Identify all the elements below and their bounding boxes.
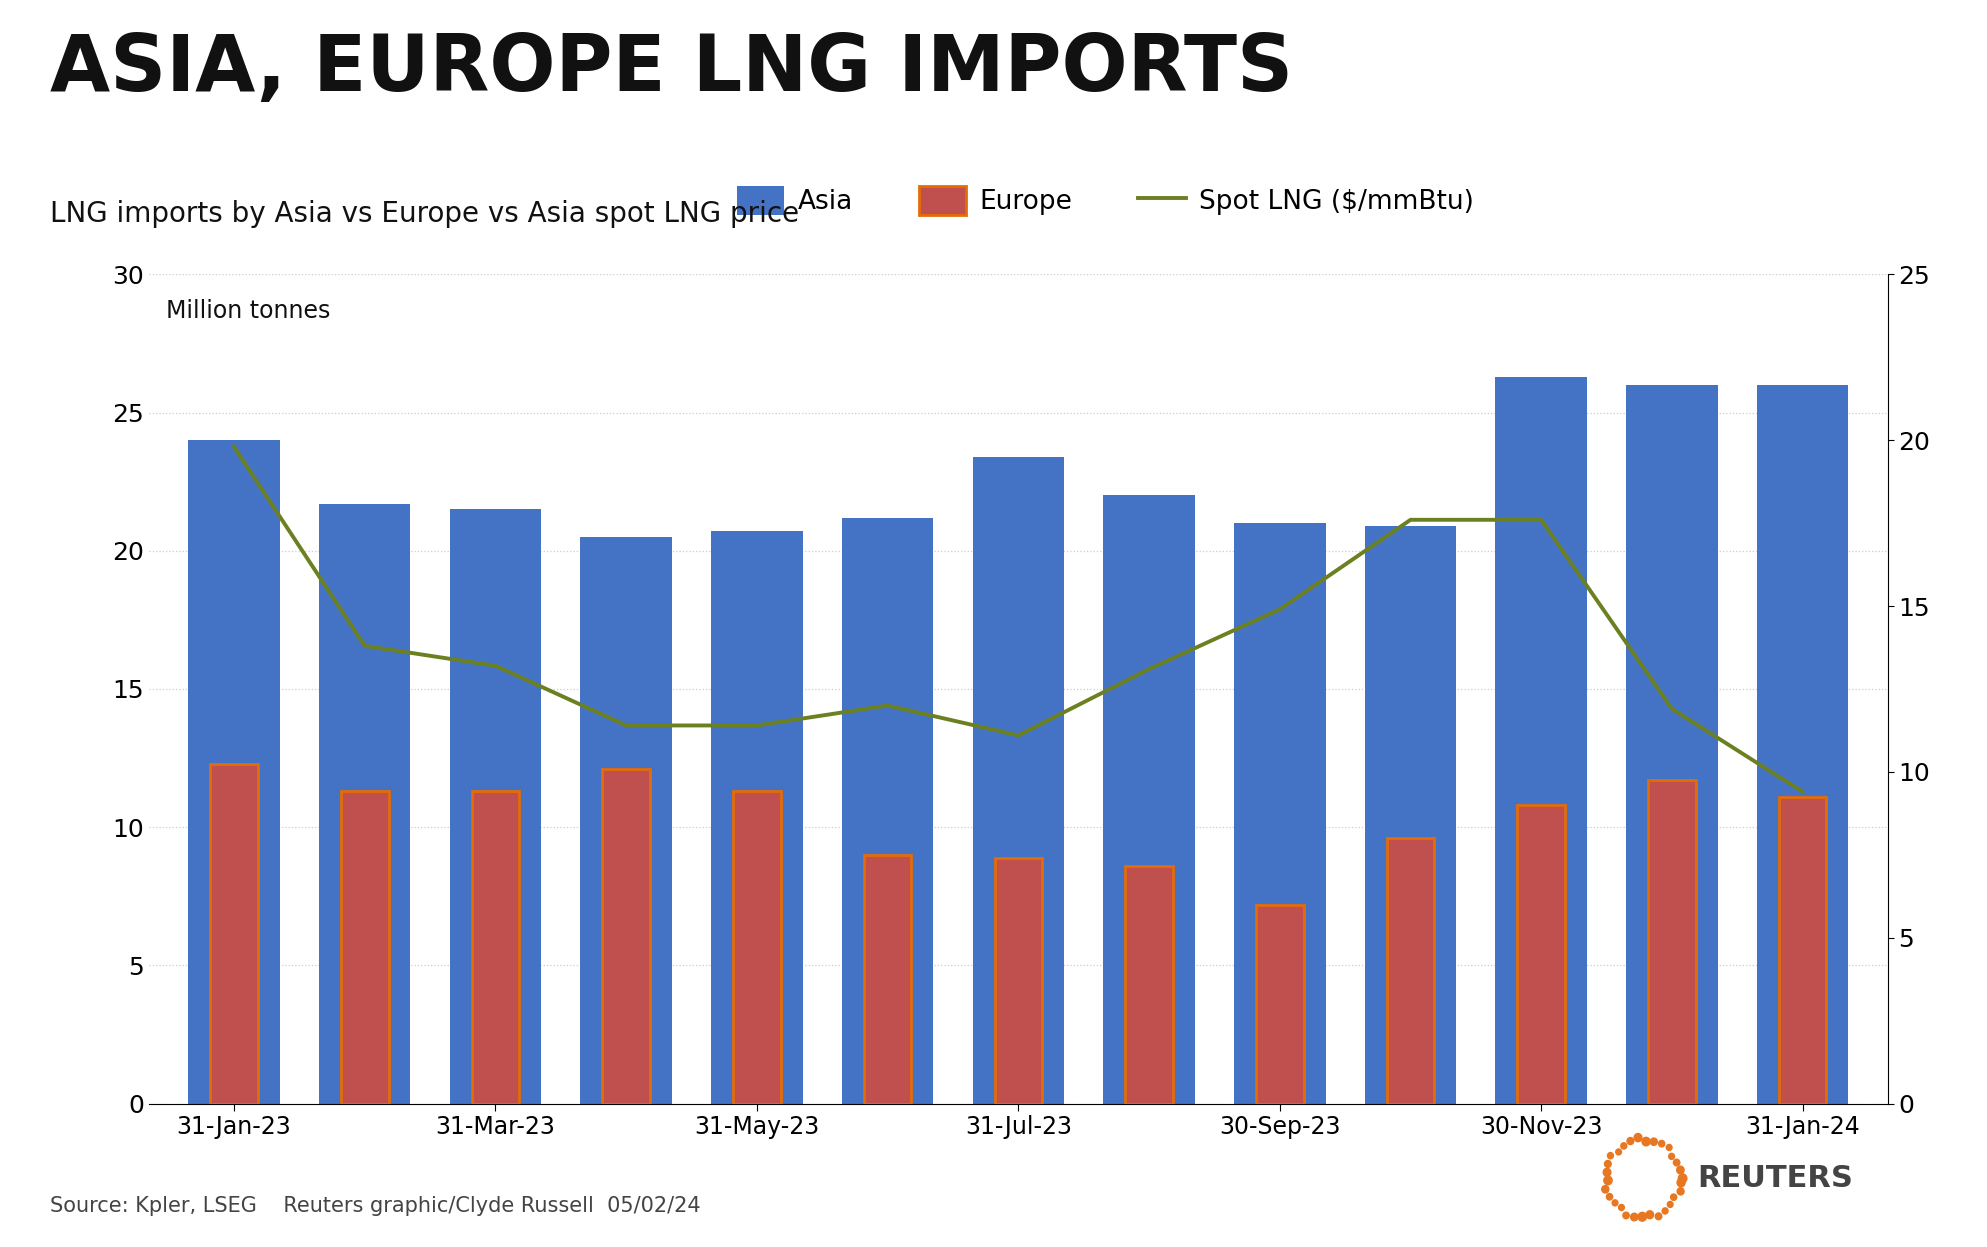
Circle shape	[1607, 1152, 1613, 1158]
Bar	[1256, 904, 1303, 1104]
Circle shape	[1621, 1142, 1627, 1148]
Line: Spot LNG ($/mmBtu): Spot LNG ($/mmBtu)	[234, 446, 1802, 792]
Circle shape	[1671, 1193, 1677, 1201]
Bar	[1518, 806, 1566, 1104]
Circle shape	[1619, 1205, 1623, 1211]
Bar	[602, 769, 650, 1104]
Bar	[449, 509, 540, 1104]
Circle shape	[1677, 1187, 1685, 1195]
Circle shape	[1605, 1193, 1613, 1200]
Text: Source: Kpler, LSEG    Reuters graphic/Clyde Russell  05/02/24: Source: Kpler, LSEG Reuters graphic/Clyd…	[50, 1196, 699, 1216]
Spot LNG ($/mmBtu)	[1137, 662, 1160, 677]
Bar	[1625, 385, 1717, 1104]
Bar	[1125, 865, 1172, 1104]
Bar	[1757, 385, 1848, 1104]
Spot LNG ($/mmBtu)	[1530, 513, 1554, 527]
Bar	[320, 504, 411, 1104]
Text: Million tonnes: Million tonnes	[167, 299, 330, 323]
Spot LNG ($/mmBtu)	[1659, 701, 1683, 716]
Spot LNG ($/mmBtu)	[876, 698, 900, 713]
Text: REUTERS: REUTERS	[1697, 1163, 1852, 1193]
Bar	[580, 537, 672, 1104]
Circle shape	[1645, 1211, 1653, 1218]
Circle shape	[1623, 1212, 1629, 1218]
Circle shape	[1641, 1137, 1649, 1146]
Circle shape	[1669, 1153, 1675, 1160]
Circle shape	[1677, 1166, 1685, 1173]
Circle shape	[1679, 1173, 1687, 1183]
Bar	[1387, 838, 1435, 1104]
Circle shape	[1677, 1178, 1685, 1187]
Circle shape	[1605, 1161, 1611, 1167]
Circle shape	[1615, 1148, 1621, 1155]
Circle shape	[1663, 1208, 1667, 1215]
Bar	[342, 792, 389, 1104]
Bar	[189, 440, 280, 1104]
Bar	[842, 518, 934, 1104]
Bar	[1496, 377, 1588, 1104]
Bar	[1234, 524, 1325, 1104]
Circle shape	[1673, 1160, 1679, 1166]
Bar	[1365, 526, 1456, 1104]
Spot LNG ($/mmBtu)	[1790, 784, 1814, 799]
Circle shape	[1659, 1141, 1665, 1147]
Circle shape	[1637, 1212, 1647, 1221]
Circle shape	[1631, 1213, 1637, 1221]
Circle shape	[1627, 1137, 1633, 1145]
Circle shape	[1651, 1139, 1657, 1145]
Circle shape	[1604, 1176, 1611, 1185]
Bar	[733, 792, 781, 1104]
Spot LNG ($/mmBtu)	[745, 718, 769, 733]
Bar	[1778, 797, 1826, 1104]
Circle shape	[1667, 1201, 1673, 1207]
Circle shape	[1629, 1165, 1657, 1192]
Spot LNG ($/mmBtu)	[1005, 728, 1029, 743]
Bar	[711, 531, 803, 1104]
Circle shape	[1633, 1134, 1641, 1142]
Bar	[1647, 781, 1695, 1104]
Bar	[972, 456, 1065, 1104]
Circle shape	[1604, 1168, 1611, 1176]
Spot LNG ($/mmBtu)	[354, 638, 378, 653]
Bar	[1103, 495, 1194, 1104]
Circle shape	[1655, 1213, 1661, 1220]
Circle shape	[1602, 1186, 1609, 1193]
Spot LNG ($/mmBtu)	[223, 439, 246, 454]
Text: ASIA, EUROPE LNG IMPORTS: ASIA, EUROPE LNG IMPORTS	[50, 31, 1294, 107]
Legend: Asia, Europe, Spot LNG ($/mmBtu): Asia, Europe, Spot LNG ($/mmBtu)	[725, 176, 1484, 226]
Spot LNG ($/mmBtu)	[1268, 602, 1292, 617]
Bar	[471, 792, 519, 1104]
Spot LNG ($/mmBtu)	[1399, 513, 1423, 527]
Circle shape	[1611, 1200, 1617, 1206]
Bar	[995, 858, 1041, 1104]
Spot LNG ($/mmBtu)	[483, 658, 507, 673]
Circle shape	[1667, 1145, 1671, 1151]
Bar	[211, 763, 258, 1104]
Text: LNG imports by Asia vs Europe vs Asia spot LNG price: LNG imports by Asia vs Europe vs Asia sp…	[50, 200, 799, 227]
Spot LNG ($/mmBtu)	[614, 718, 638, 733]
Bar	[864, 855, 912, 1104]
